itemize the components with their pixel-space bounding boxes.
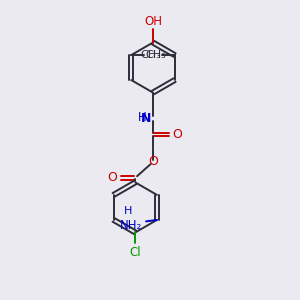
Text: O: O <box>172 128 182 141</box>
Text: O: O <box>107 172 117 184</box>
Text: N: N <box>141 112 152 125</box>
Text: H: H <box>138 110 146 124</box>
Text: NH₂: NH₂ <box>120 219 142 232</box>
Text: CH₃: CH₃ <box>145 50 166 60</box>
Text: CH₃: CH₃ <box>140 50 161 60</box>
Text: O: O <box>148 155 158 168</box>
Text: Cl: Cl <box>130 246 141 259</box>
Text: OH: OH <box>144 15 162 28</box>
Text: H: H <box>124 206 133 216</box>
